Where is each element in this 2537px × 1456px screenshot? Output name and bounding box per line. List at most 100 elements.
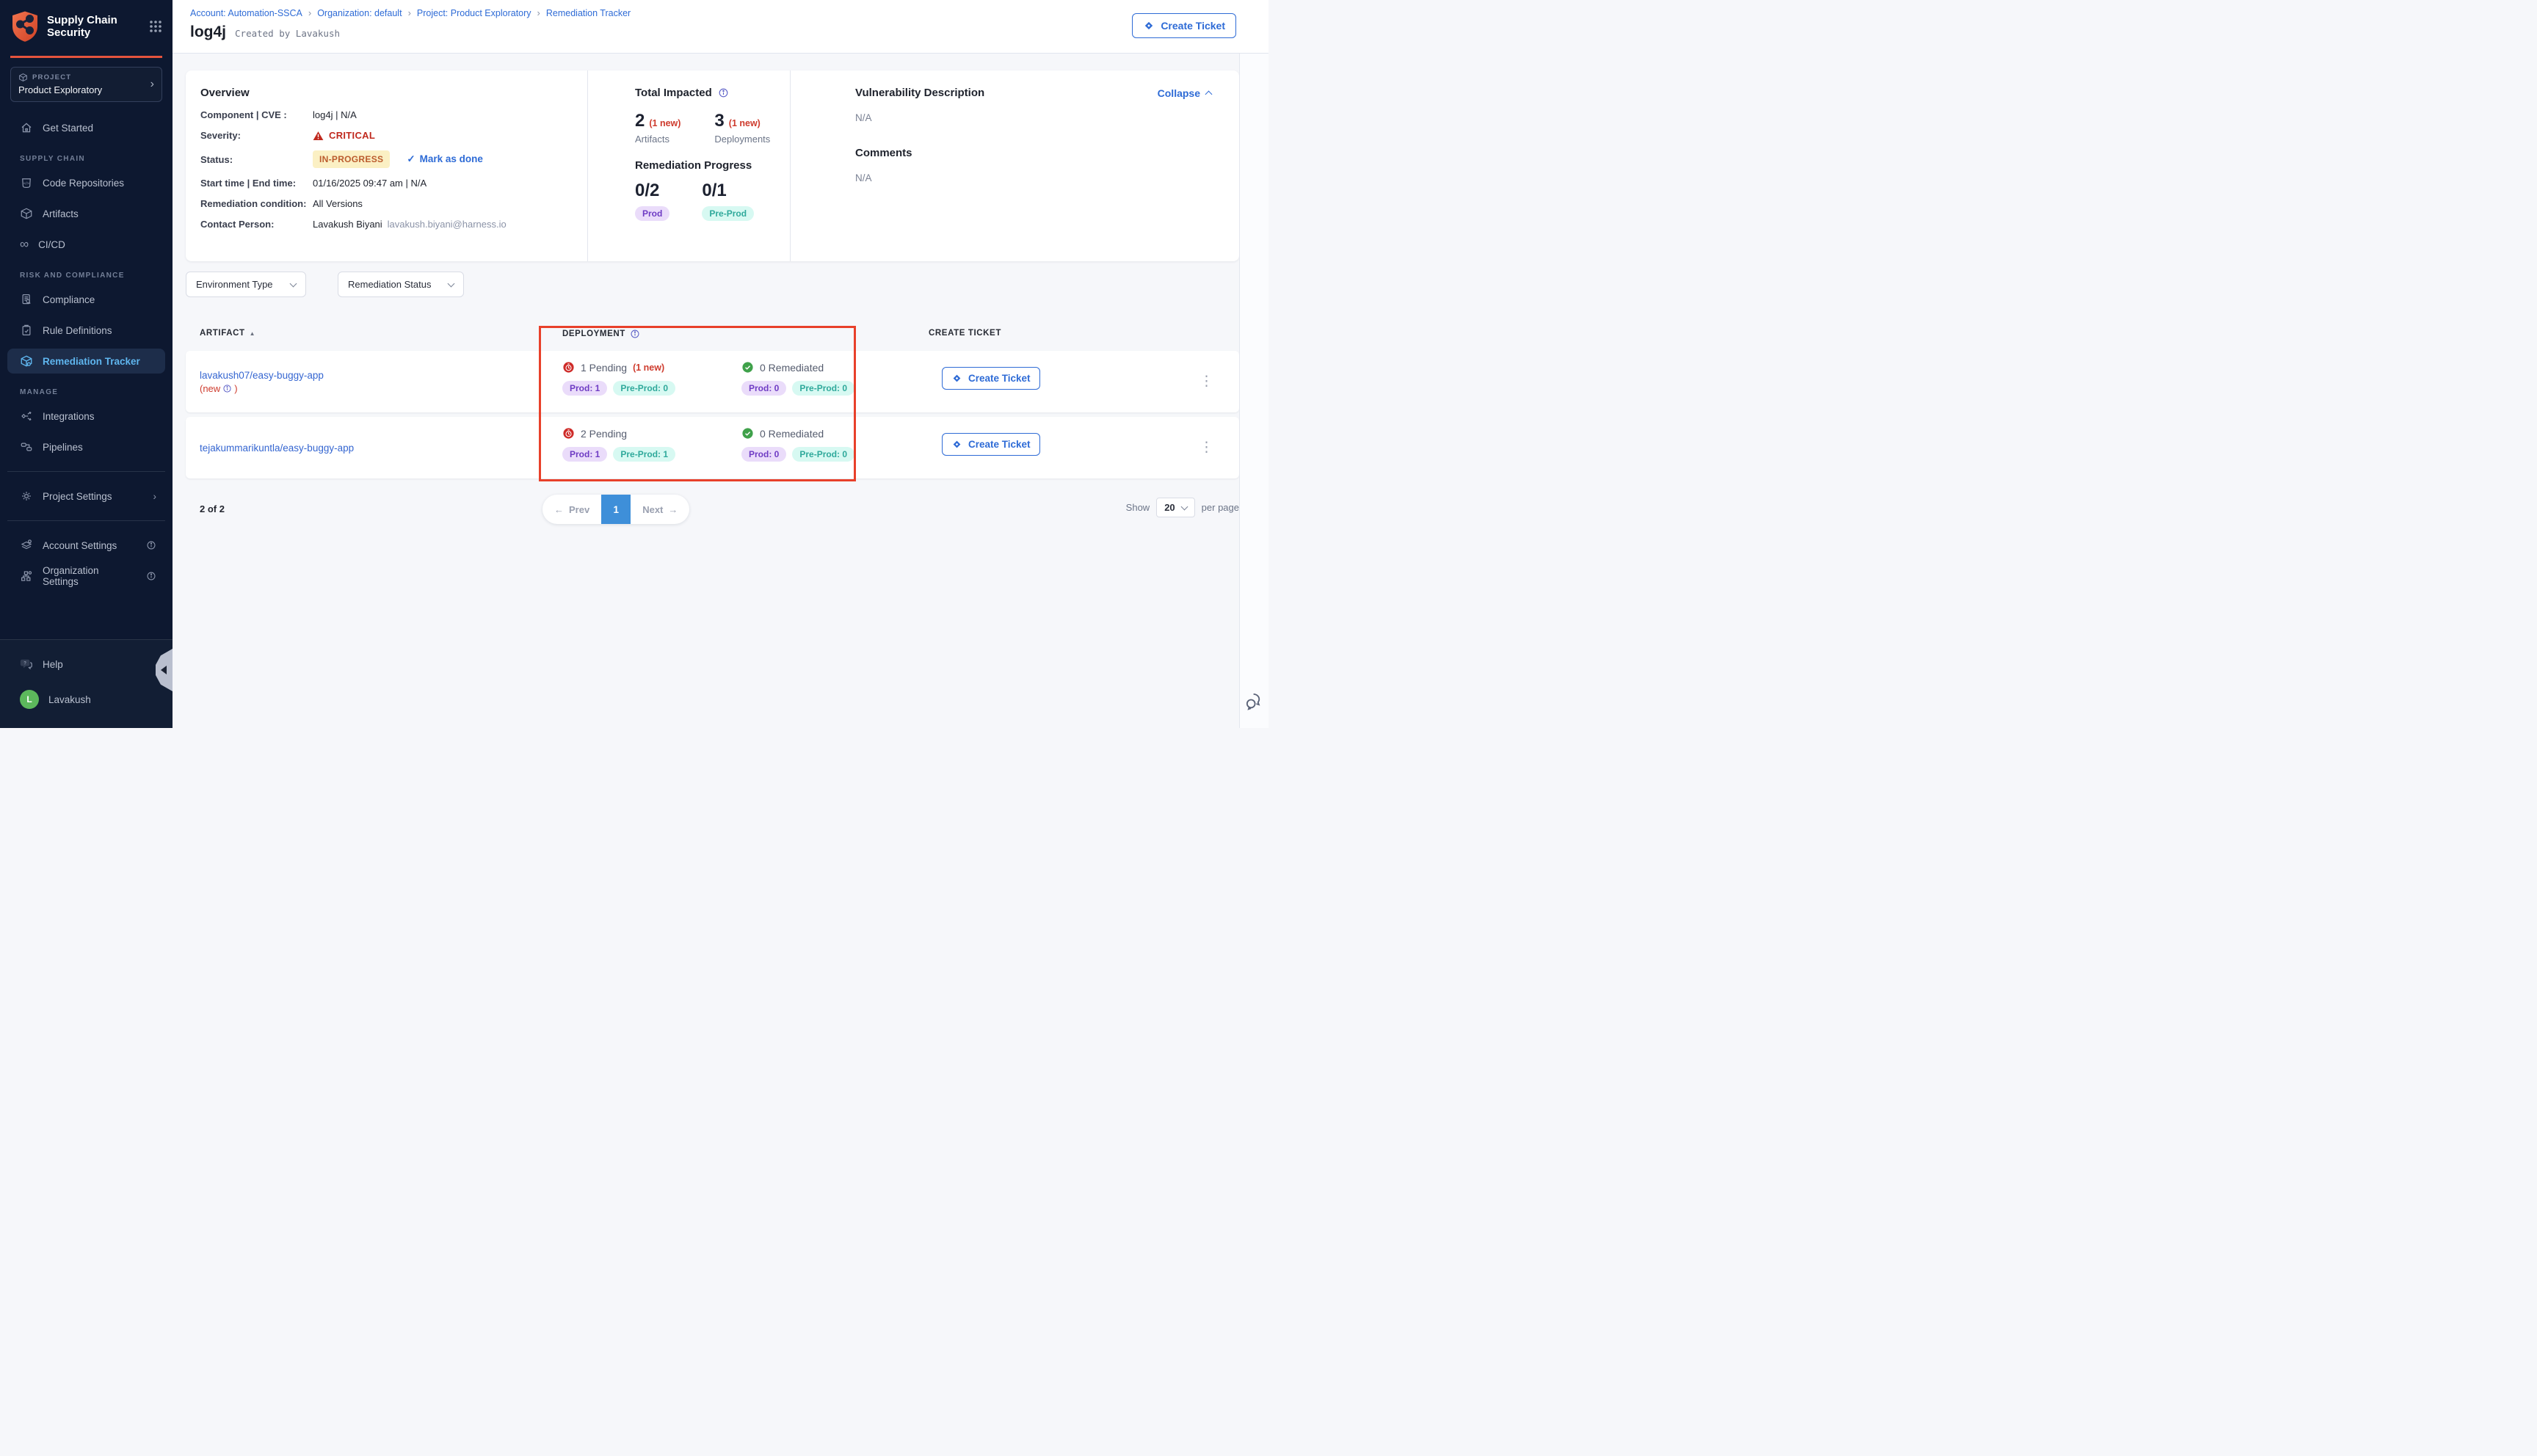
sidebar-item-pipelines[interactable]: Pipelines bbox=[7, 434, 165, 459]
section-label-manage: MANAGE bbox=[20, 388, 59, 396]
status-label: Status: bbox=[200, 153, 233, 165]
breadcrumb-account[interactable]: Account: Automation-SSCA bbox=[190, 7, 302, 18]
chevron-up-icon bbox=[1205, 90, 1213, 98]
home-icon bbox=[20, 121, 33, 134]
remediation-progress-heading: Remediation Progress bbox=[635, 159, 752, 172]
artifact-link[interactable]: lavakush07/easy-buggy-app bbox=[200, 369, 324, 381]
sidebar-collapse-handle[interactable] bbox=[156, 649, 173, 691]
overview-section: Overview Component | CVE : log4j | N/A S… bbox=[186, 70, 587, 261]
comments-value: N/A bbox=[855, 172, 872, 183]
chevron-down-icon bbox=[1180, 503, 1188, 510]
sidebar-item-label: Integrations bbox=[43, 410, 95, 422]
pagination-pill: ← Prev 1 Next → bbox=[542, 495, 690, 524]
breadcrumb-remediation-tracker[interactable]: Remediation Tracker bbox=[545, 7, 631, 18]
support-chat-icon[interactable] bbox=[1245, 692, 1265, 710]
prod-progress-value: 0/2 bbox=[635, 181, 660, 200]
page-number-button[interactable]: 1 bbox=[601, 495, 631, 524]
sidebar-item-cicd[interactable]: ∞ CI/CD bbox=[7, 232, 165, 257]
sidebar-item-user[interactable]: L Lavakush bbox=[7, 687, 165, 712]
page-size-select[interactable]: 20 bbox=[1156, 498, 1195, 517]
deployments-new-count: (1 new) bbox=[728, 118, 761, 128]
mark-as-done-link[interactable]: ✓ Mark as done bbox=[407, 153, 483, 164]
preprod-count-badge: Pre-Prod: 0 bbox=[792, 381, 855, 396]
chevron-down-icon bbox=[289, 280, 297, 287]
project-label: PROJECT bbox=[32, 73, 72, 81]
chevron-right-icon: › bbox=[407, 7, 411, 18]
sidebar-item-integrations[interactable]: Integrations bbox=[7, 404, 165, 429]
sidebar-bottom: ? Help L Lavakush bbox=[0, 639, 173, 728]
sidebar-item-code-repositories[interactable]: </> Code Repositories bbox=[7, 170, 165, 195]
sidebar-item-artifacts[interactable]: Artifacts bbox=[7, 201, 165, 226]
row-menu-kebab-icon[interactable]: ⋮ bbox=[1199, 440, 1213, 456]
create-ticket-button[interactable]: Create Ticket bbox=[1132, 13, 1236, 38]
sidebar-item-help[interactable]: ? Help bbox=[7, 652, 165, 677]
sidebar-item-get-started[interactable]: Get Started bbox=[7, 115, 165, 140]
box-icon bbox=[20, 207, 33, 220]
column-header-artifact[interactable]: ARTIFACT ▲ bbox=[200, 329, 256, 338]
breadcrumb-organization[interactable]: Organization: default bbox=[317, 7, 402, 18]
remediated-deployments-cell: 0 Remediated Prod: 0 Pre-Prod: 0 bbox=[741, 427, 855, 462]
divider bbox=[7, 520, 165, 521]
chevron-right-icon: › bbox=[153, 490, 157, 502]
environment-type-filter[interactable]: Environment Type bbox=[186, 272, 306, 297]
pagination-summary: 2 of 2 bbox=[200, 503, 225, 514]
project-selector[interactable]: PROJECT Product Exploratory › bbox=[10, 67, 162, 102]
pending-stopwatch-icon bbox=[562, 361, 575, 374]
create-ticket-button[interactable]: Create Ticket bbox=[942, 433, 1040, 456]
info-icon[interactable] bbox=[146, 571, 156, 581]
create-ticket-button[interactable]: Create Ticket bbox=[942, 367, 1040, 390]
preprod-count-badge: Pre-Prod: 0 bbox=[792, 447, 855, 462]
next-page-button[interactable]: Next → bbox=[642, 503, 678, 515]
content-area: Overview Component | CVE : log4j | N/A S… bbox=[173, 54, 1268, 728]
sidebar-item-compliance[interactable]: Compliance bbox=[7, 287, 165, 312]
info-icon[interactable] bbox=[222, 384, 232, 393]
user-name: Lavakush bbox=[48, 694, 91, 705]
row-menu-kebab-icon[interactable]: ⋮ bbox=[1199, 374, 1213, 390]
pending-stopwatch-icon bbox=[562, 427, 575, 440]
preprod-progress-value: 0/1 bbox=[702, 181, 727, 200]
collapse-link[interactable]: Collapse bbox=[1158, 87, 1213, 99]
pending-deployments-cell: 2 Pending Prod: 1 Pre-Prod: 1 bbox=[562, 427, 676, 462]
page-header: Account: Automation-SSCA › Organization:… bbox=[173, 0, 1268, 54]
remediated-check-icon bbox=[741, 427, 754, 440]
arrow-left-icon: ← bbox=[554, 503, 564, 515]
code-repository-icon: </> bbox=[20, 176, 33, 189]
page-title: log4j bbox=[190, 23, 227, 40]
preprod-badge: Pre-Prod bbox=[702, 206, 755, 221]
prev-page-button[interactable]: ← Prev bbox=[554, 503, 590, 515]
condition-label: Remediation condition: bbox=[200, 198, 307, 209]
divider bbox=[7, 471, 165, 472]
remediation-cube-icon bbox=[20, 354, 33, 368]
module-grid-icon[interactable] bbox=[149, 20, 162, 33]
vulnerability-description-value: N/A bbox=[855, 112, 872, 123]
status-badge: IN-PROGRESS bbox=[313, 150, 391, 168]
pending-count: 1 Pending bbox=[581, 361, 628, 374]
sidebar-item-project-settings[interactable]: Project Settings › bbox=[7, 484, 165, 509]
sidebar-item-remediation-tracker[interactable]: Remediation Tracker bbox=[7, 349, 165, 374]
create-ticket-label: Create Ticket bbox=[1161, 20, 1225, 32]
cube-icon bbox=[18, 73, 28, 82]
pagination-row: 2 of 2 ← Prev 1 Next → Show 20 per page bbox=[186, 495, 1239, 527]
info-icon[interactable] bbox=[718, 87, 729, 98]
artifacts-count: 2 bbox=[635, 111, 645, 131]
artifact-link[interactable]: tejakummarikuntla/easy-buggy-app bbox=[200, 442, 355, 454]
section-label-supply-chain: SUPPLY CHAIN bbox=[20, 155, 85, 163]
time-value: 01/16/2025 09:47 am | N/A bbox=[313, 178, 427, 189]
breadcrumb-project[interactable]: Project: Product Exploratory bbox=[416, 7, 531, 18]
remediated-count: 0 Remediated bbox=[760, 361, 824, 374]
info-icon[interactable] bbox=[146, 540, 156, 550]
sidebar-item-label: Organization Settings bbox=[43, 565, 99, 587]
info-icon[interactable] bbox=[630, 329, 640, 339]
check-icon: ✓ bbox=[407, 153, 415, 164]
sidebar-item-rule-definitions[interactable]: Rule Definitions bbox=[7, 318, 165, 343]
prod-count-badge: Prod: 1 bbox=[562, 381, 608, 396]
sidebar-item-account-settings[interactable]: Account Settings bbox=[7, 533, 165, 558]
comments-heading: Comments bbox=[855, 147, 912, 159]
scrollbar-gutter[interactable] bbox=[1239, 54, 1268, 728]
sidebar-item-label: Remediation Tracker bbox=[43, 355, 140, 367]
sidebar-item-organization-settings[interactable]: Organization Settings bbox=[7, 564, 165, 589]
remediation-status-filter[interactable]: Remediation Status bbox=[338, 272, 464, 297]
filters-row: Environment Type Remediation Status bbox=[186, 272, 1239, 297]
overview-card: Overview Component | CVE : log4j | N/A S… bbox=[186, 70, 1239, 261]
document-search-icon bbox=[20, 293, 33, 306]
